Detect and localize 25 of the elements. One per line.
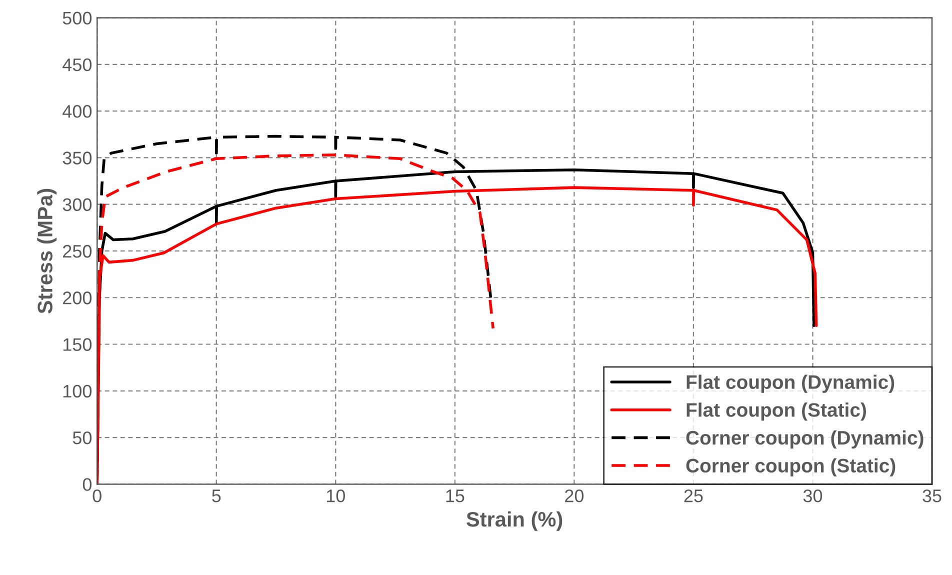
y-tick-label: 450 bbox=[62, 58, 92, 72]
x-tick-label: 15 bbox=[446, 490, 464, 502]
x-tick-label: 10 bbox=[326, 489, 345, 502]
x-tick-label: 30 bbox=[803, 489, 822, 502]
y-tick-label: 400 bbox=[62, 105, 92, 118]
y-tick-label: 50 bbox=[72, 431, 92, 444]
y-tick-label: 100 bbox=[64, 384, 92, 398]
y-tick-label: 300 bbox=[62, 198, 92, 212]
x-tick-label: 20 bbox=[565, 489, 584, 502]
x-tick-label: 0 bbox=[92, 489, 102, 502]
x-tick-label: 35 bbox=[922, 489, 942, 502]
x-axis-title: Strain (%) bbox=[466, 511, 562, 531]
y-axis-title: Stress (MPa) bbox=[37, 188, 57, 314]
y-tick-label: 250 bbox=[63, 244, 92, 258]
legend-label: Flat coupon (Dynamic) bbox=[686, 374, 894, 393]
legend-label: Flat coupon (Static) bbox=[686, 402, 866, 421]
y-tick-label: 150 bbox=[64, 338, 92, 351]
legend-label: Corner coupon (Dynamic) bbox=[686, 430, 924, 449]
x-tick-label: 5 bbox=[212, 490, 221, 502]
legend-label: Corner coupon (Static) bbox=[686, 458, 896, 476]
y-tick-label: 0 bbox=[82, 478, 92, 491]
y-tick-label: 200 bbox=[63, 292, 92, 304]
x-tick-label: 25 bbox=[684, 489, 703, 502]
y-tick-label: 500 bbox=[62, 12, 92, 25]
y-tick-label: 350 bbox=[62, 152, 92, 164]
